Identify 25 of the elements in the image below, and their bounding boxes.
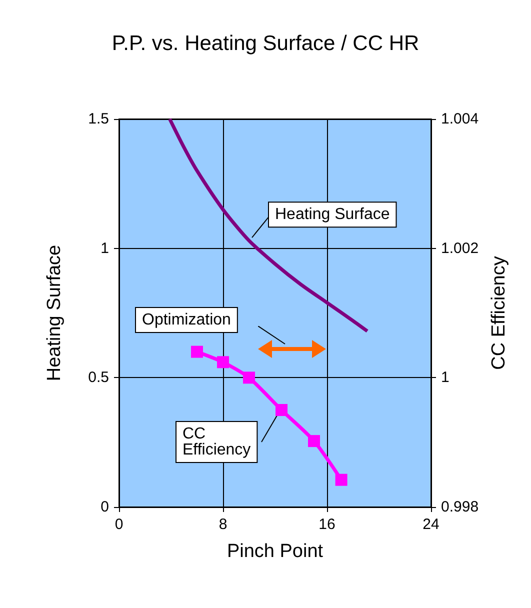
y2-tick-label: 1.002 [441,240,479,257]
point [276,404,288,416]
x-tick-label: 0 [114,516,124,533]
point [243,372,255,384]
y-tick-label: 1 [100,240,109,257]
point [217,356,229,368]
point [191,346,203,358]
x-tick-label: 16 [318,516,336,533]
y2-tick-label: 0.998 [441,498,479,516]
annotation: Optimization [142,312,231,328]
y-tick-label: 0.5 [88,369,109,386]
x-tick-label: 8 [218,516,228,533]
series-label: CC Efficiency [182,426,251,458]
x-tick-label: 24 [422,516,440,533]
x-axis-title: Pinch Point [226,541,324,562]
y2-tick-label: 1.004 [441,110,479,128]
y-tick-label: 1.5 [88,110,109,128]
point [308,435,320,448]
y-axis-title: Heating Surface [44,244,65,382]
point [335,474,348,486]
chart-title: P.P. vs. Heating Surface / CC HR [112,32,420,55]
series-label: Heating Surface [275,206,390,224]
y-tick-label: 0 [100,498,109,516]
y2-tick-label: 1 [441,369,450,386]
y2-axis-title: CC Efficiency [488,256,510,370]
